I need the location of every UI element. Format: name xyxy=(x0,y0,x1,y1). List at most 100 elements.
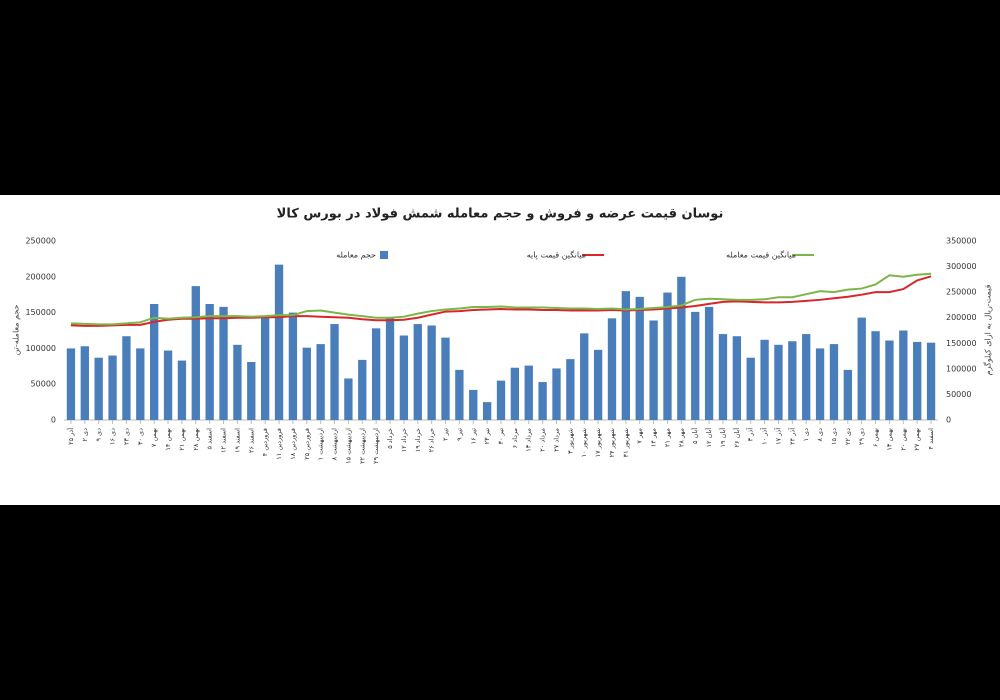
bar xyxy=(94,357,103,420)
bar xyxy=(802,334,811,420)
bar xyxy=(718,334,728,420)
bar xyxy=(288,312,298,420)
x-tick-label: ۱۷ شهریور xyxy=(594,428,602,457)
bar xyxy=(926,342,936,420)
x-tick-label: ۲۷ بهمن xyxy=(913,428,921,451)
bar xyxy=(358,359,367,420)
line xyxy=(70,275,932,327)
x-tick-label: ۱۵ دی xyxy=(830,428,838,445)
bar xyxy=(746,357,755,420)
bar xyxy=(136,348,145,420)
x-tick-label: ۲۴ آذر xyxy=(787,427,796,445)
x-tick-label: ۲۶ خرداد xyxy=(428,428,436,452)
x-tick-label: ۵ آبان xyxy=(690,427,699,444)
x-tick-label: ۱۱ فروردین xyxy=(275,428,283,460)
y-axis-title: حجم معامله-تن xyxy=(12,304,21,355)
y2-tick-label: 150000 xyxy=(946,339,977,348)
x-tick-label: ۴ اسفند xyxy=(927,428,935,450)
x-tick-label: ۹ دی xyxy=(95,428,103,442)
x-tick-label: ۱۰ شهریور xyxy=(580,428,588,457)
bar xyxy=(607,318,617,420)
bar xyxy=(871,331,880,420)
x-tick-label: ۲۸ مهر xyxy=(677,428,685,447)
bar xyxy=(913,341,922,420)
bar xyxy=(580,333,589,420)
y-tick-label: 0 xyxy=(51,416,56,425)
y2-tick-label: 0 xyxy=(946,416,951,425)
x-tick-label: ۲۰ مرداد xyxy=(539,428,547,452)
x-tick-label: ۲۸ بهمن xyxy=(192,428,200,451)
bar xyxy=(219,306,228,420)
x-tick-label: ۲۹ دی xyxy=(858,428,866,445)
x-tick-label: ۲۹ اردیبهشت xyxy=(372,428,380,464)
bar xyxy=(274,264,284,420)
bar xyxy=(371,328,381,420)
bar xyxy=(899,330,908,420)
bar xyxy=(80,346,89,420)
x-tick-label: ۲۲ اردیبهشت xyxy=(358,428,366,464)
y-tick-label: 150000 xyxy=(25,308,56,317)
bar xyxy=(788,341,797,420)
y2-tick-label: 250000 xyxy=(946,288,977,297)
legend-swatch xyxy=(380,251,388,259)
x-tick-label: ۶ بهمن xyxy=(872,428,880,447)
x-tick-label: ۱ اردیبهشت xyxy=(317,428,325,461)
x-tick-label: ۱۹ آبان xyxy=(718,427,727,448)
x-tick-label: ۱۲ اسفند xyxy=(220,428,228,453)
y2-tick-label: 100000 xyxy=(946,364,977,373)
chart-background xyxy=(0,195,1000,505)
x-tick-label: ۴ فروردین xyxy=(261,428,269,456)
x-tick-label: ۲۲ دی xyxy=(844,428,852,445)
x-tick-label: ۹ تیر xyxy=(455,428,463,441)
x-tick-label: ۱۲ آبان xyxy=(704,427,713,448)
x-tick-label: ۱۴ بهمن xyxy=(164,428,172,451)
x-tick-label: ۱۴ مهر xyxy=(650,428,658,447)
bar xyxy=(704,306,714,420)
x-tick-label: ۲۴ شهریور xyxy=(608,428,616,457)
x-tick-label: ۱۶ تیر xyxy=(469,428,477,445)
bar xyxy=(233,344,242,420)
bar xyxy=(177,360,187,420)
line xyxy=(70,272,932,326)
bar xyxy=(496,380,506,420)
legend-label: میانگین قیمت پایه xyxy=(527,250,586,260)
bar xyxy=(427,325,436,420)
bar xyxy=(163,350,173,420)
x-tick-label: ۱ دی xyxy=(802,428,810,442)
legend-label: میانگین قیمت معامله xyxy=(726,250,796,260)
x-tick-label: ۳۰ تیر xyxy=(497,428,505,445)
bar xyxy=(885,340,894,420)
y2-axis-title: قیمت-ریال به ازای کیلوگرم xyxy=(983,284,993,375)
bar xyxy=(330,324,339,420)
bar xyxy=(621,291,631,420)
x-tick-label: ۲۵ آذر xyxy=(66,427,75,445)
x-tick-label: ۲۳ دی xyxy=(122,428,130,445)
x-tick-label: ۱۳ بهمن xyxy=(885,428,893,451)
x-tick-label: ۲۵ فروردین xyxy=(303,428,311,460)
x-tick-label: ۶ مرداد xyxy=(511,428,519,448)
chart-title: نوسان قیمت عرضه و فروش و حجم معامله شمش … xyxy=(277,207,724,222)
x-tick-label: ۲۱ مهر xyxy=(663,428,671,447)
bar xyxy=(857,317,866,420)
x-tick-label: ۱۷ آذر xyxy=(773,427,782,445)
x-tick-label: ۵ خرداد xyxy=(386,428,394,449)
legend-label: حجم معامله xyxy=(336,251,376,260)
bar xyxy=(385,317,395,420)
bar xyxy=(302,347,311,420)
bar xyxy=(649,320,658,420)
bar xyxy=(732,336,742,420)
bar xyxy=(524,365,533,420)
x-tick-label: ۲۶ آبان xyxy=(732,427,741,448)
x-tick-label: ۱۸ فروردین xyxy=(289,428,297,460)
bar xyxy=(260,315,270,420)
y-tick-label: 250000 xyxy=(25,237,56,246)
bar xyxy=(760,339,769,420)
bar xyxy=(441,337,450,420)
y2-tick-label: 300000 xyxy=(946,262,977,271)
bar xyxy=(635,296,644,420)
x-tick-label: ۱۶ دی xyxy=(109,428,117,445)
x-tick-label: ۷ مهر xyxy=(636,428,644,444)
x-tick-label: ۲۱ بهمن xyxy=(178,428,186,451)
x-tick-label: ۸ دی xyxy=(816,428,824,442)
